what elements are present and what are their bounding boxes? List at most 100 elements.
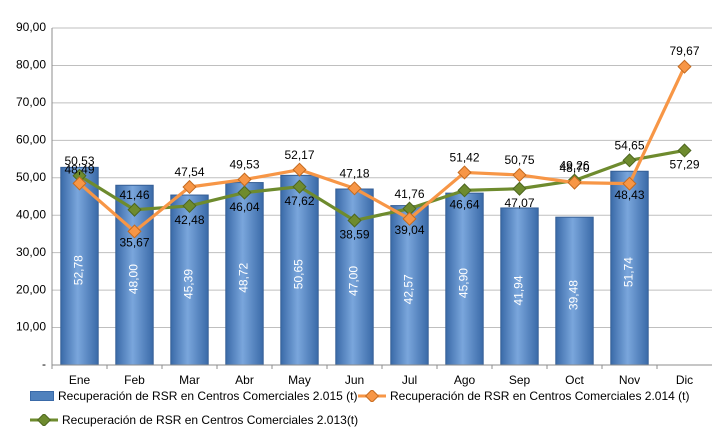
- bar-value-label: 39,48: [567, 280, 581, 310]
- series-point: [402, 211, 417, 226]
- series-point: [237, 172, 252, 187]
- legend-item-2015: Recuperación de RSR en Centros Comercial…: [30, 389, 357, 403]
- series-point: [347, 213, 362, 228]
- data-labels: 52,78 48,00 45,39 48,72 50,65 47,00 42,57 45,90…: [64, 44, 699, 310]
- line-value-label: 38,59: [339, 228, 369, 242]
- series-point: [127, 202, 142, 217]
- x-tick-label: Nov: [619, 373, 640, 387]
- legend-label-2013: Recuperación de RSR en Centros Comercial…: [62, 413, 359, 427]
- x-tick-label: Ene: [69, 373, 91, 387]
- bar: [445, 192, 484, 366]
- y-tick-label: 60,00: [16, 133, 46, 147]
- y-tick-label: 10,00: [16, 320, 46, 334]
- series-point: [127, 224, 142, 239]
- bar: [555, 216, 594, 366]
- series-point: [72, 168, 87, 183]
- line-value-label: 79,67: [669, 44, 699, 58]
- bar-series: [60, 166, 649, 366]
- line-value-label: 52,17: [284, 148, 314, 162]
- bar-value-label: 41,94: [512, 275, 526, 305]
- line-value-label: 50,53: [64, 154, 94, 168]
- legend-swatch-line-icon: [30, 414, 58, 426]
- legend-swatch-line-icon: [358, 390, 386, 402]
- series-point: [182, 179, 197, 195]
- series-point: [622, 153, 637, 168]
- bar-value-label: 50,65: [292, 259, 306, 289]
- x-tick-label: Jul: [402, 373, 417, 387]
- series-point: [677, 143, 692, 158]
- x-tick-label: Abr: [235, 373, 254, 387]
- x-tick-label: Sep: [509, 373, 531, 387]
- series-point: [402, 201, 417, 216]
- line-value-label: 48,49: [64, 163, 94, 177]
- y-tick-label: 40,00: [16, 207, 46, 221]
- bar-value-label: 48,00: [127, 264, 141, 294]
- series-point: [72, 176, 87, 191]
- line-value-label: 57,29: [669, 158, 699, 172]
- x-tick-label: Dic: [676, 373, 693, 387]
- y-tick-label: 80,00: [16, 58, 46, 72]
- legend-item-2014: Recuperación de RSR en Centros Comercial…: [358, 389, 689, 403]
- bar: [60, 166, 99, 366]
- series-point: [567, 175, 582, 190]
- series-point: [292, 162, 307, 177]
- series-point: [237, 185, 252, 200]
- series-line-1: [78, 65, 686, 234]
- bar-value-label: 51,74: [622, 257, 636, 287]
- line-value-label: 41,76: [394, 187, 424, 201]
- line-value-label: 50,75: [504, 153, 534, 167]
- x-tick-label: Mar: [179, 373, 200, 387]
- y-tick-label: -: [42, 357, 46, 371]
- axes: - 10,00 20,00 30,00 40,00 50,00 60,00 70,00 80,0…: [16, 20, 712, 387]
- line-value-label: 51,42: [449, 151, 479, 165]
- bar-value-label: 47,00: [347, 266, 361, 296]
- y-tick-label: 30,00: [16, 245, 46, 259]
- series-point: [292, 179, 307, 194]
- x-tick-label: Feb: [124, 373, 145, 387]
- x-tick-label: Jun: [345, 373, 364, 387]
- line-series: [72, 59, 692, 239]
- line-value-label: 54,65: [614, 139, 644, 153]
- line-value-label: 39,04: [394, 223, 424, 237]
- line-value-label: 46,04: [229, 200, 259, 214]
- series-point: [677, 59, 692, 74]
- series-line-2: [78, 148, 685, 223]
- line-value-label: 49,53: [229, 158, 259, 172]
- series-point: [457, 165, 472, 180]
- line-value-label: 49,26: [559, 159, 589, 173]
- bar-value-label: 45,39: [182, 269, 196, 299]
- line-value-label: 35,67: [119, 236, 149, 250]
- x-tick-label: Oct: [565, 373, 584, 387]
- x-tick-label: May: [288, 373, 311, 387]
- bar-value-label: 42,57: [402, 274, 416, 304]
- series-point: [457, 183, 472, 198]
- series-point: [347, 181, 362, 196]
- line-value-label: 48,70: [559, 161, 589, 175]
- bar: [500, 207, 539, 366]
- y-tick-label: 20,00: [16, 282, 46, 296]
- legend-item-2013: Recuperación de RSR en Centros Comercial…: [30, 413, 358, 427]
- legend-label-2014: Recuperación de RSR en Centros Comercial…: [390, 389, 690, 403]
- x-tick-label: Ago: [454, 373, 476, 387]
- bar-value-label: 48,72: [237, 262, 251, 292]
- line-value-label: 47,62: [284, 194, 314, 208]
- line-value-label: 46,64: [449, 198, 479, 212]
- y-tick-label: 70,00: [16, 95, 46, 109]
- bar-value-label: 52,78: [72, 255, 86, 285]
- line-value-label: 47,18: [339, 167, 369, 181]
- series-point: [622, 176, 637, 191]
- legend-label-2015: Recuperación de RSR en Centros Comercial…: [58, 389, 358, 403]
- series-point: [512, 181, 527, 196]
- series-point: [182, 198, 197, 214]
- y-tick-label: 50,00: [16, 170, 46, 184]
- bar: [610, 170, 649, 366]
- gridlines: [52, 27, 712, 329]
- line-value-label: 48,43: [614, 188, 644, 202]
- line-value-label: 42,48: [174, 213, 204, 227]
- bar-value-label: 45,90: [457, 268, 471, 298]
- line-value-label: 47,54: [174, 165, 204, 179]
- series-point: [512, 167, 527, 183]
- line-value-label: 47,07: [504, 196, 534, 210]
